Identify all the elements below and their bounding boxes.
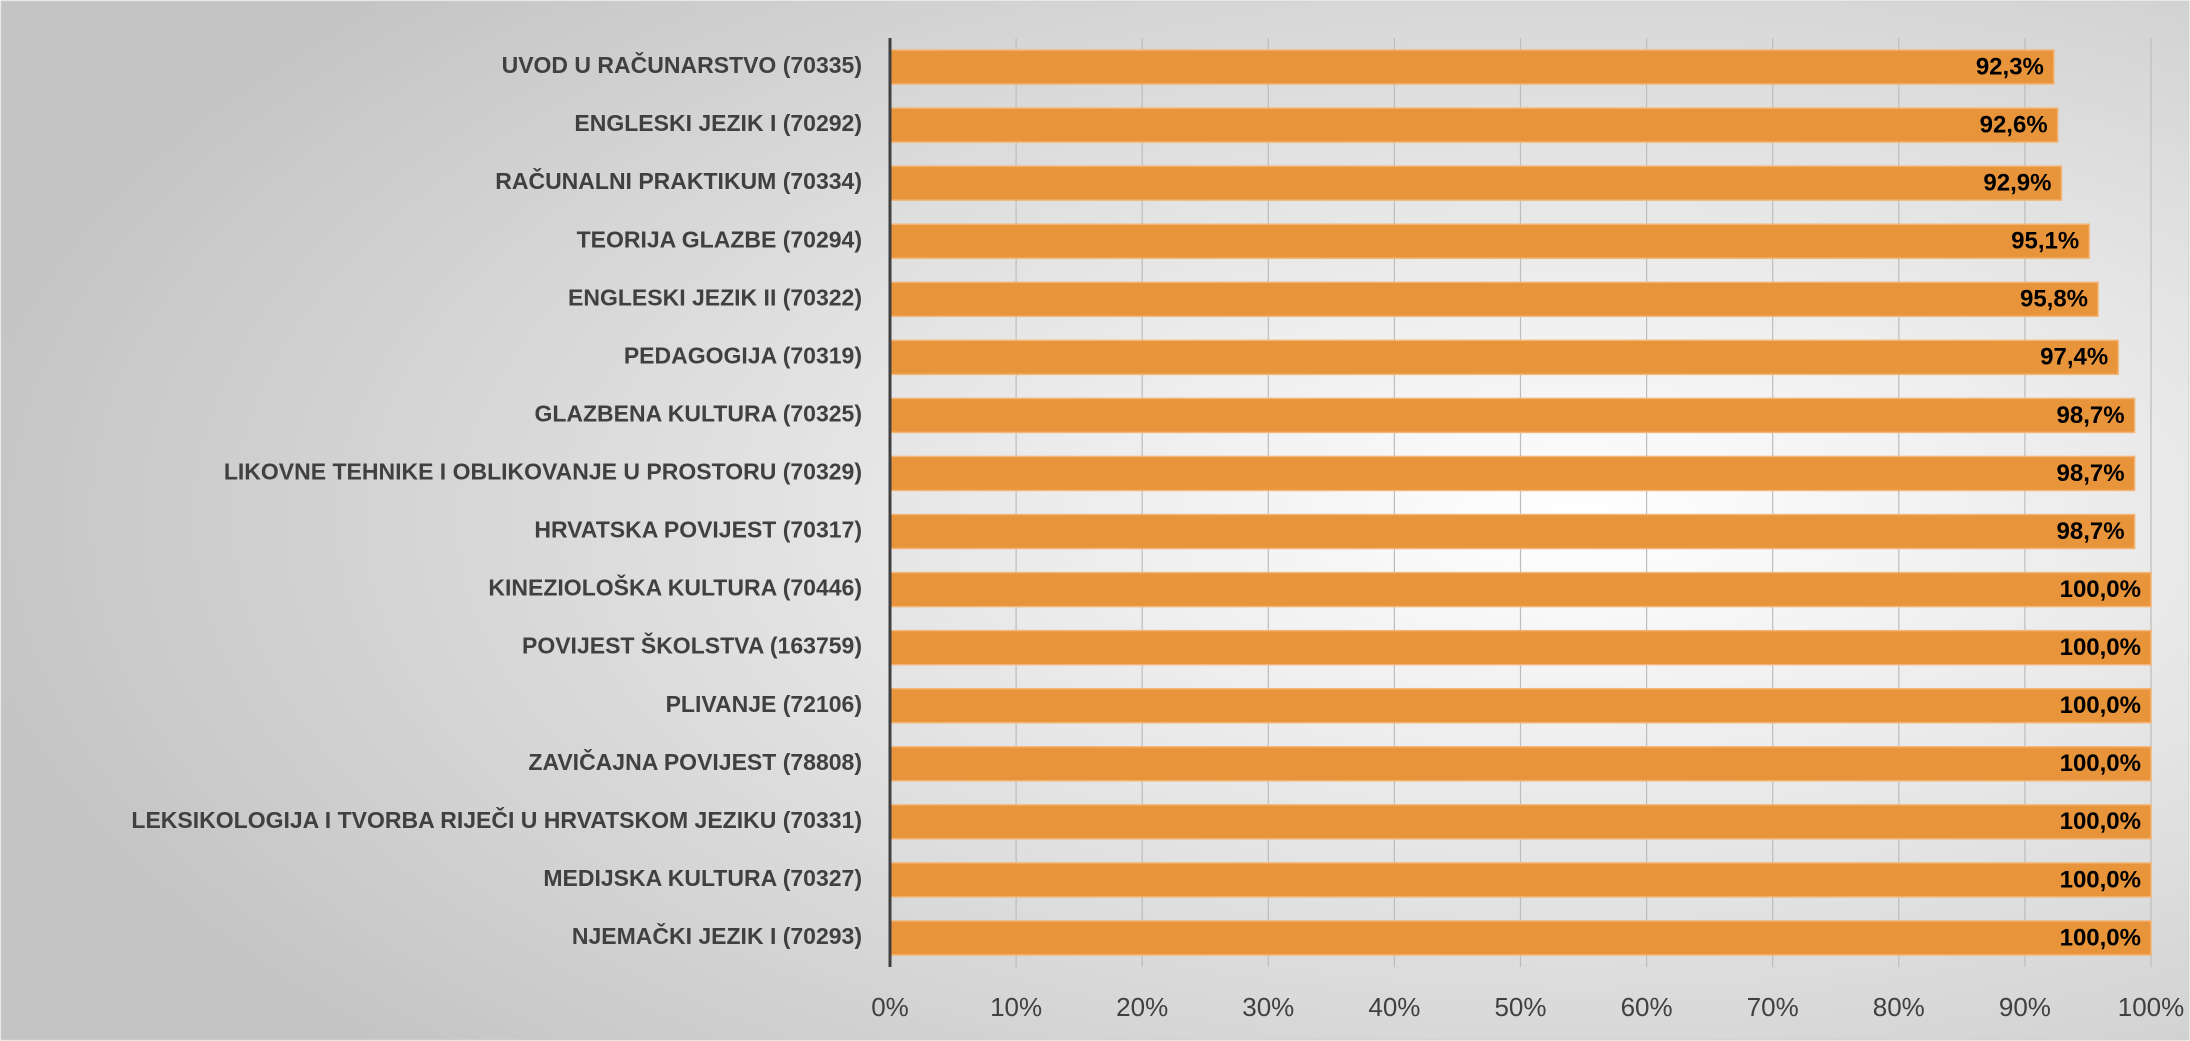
x-tick-label: 60% — [1621, 992, 1673, 1022]
bar — [889, 513, 2136, 550]
data-label: 100,0% — [2060, 576, 2141, 603]
bar — [889, 107, 2059, 143]
y-tick-label: ENGLESKI JEZIK I (70292) — [574, 110, 862, 136]
y-tick-label: GLAZBENA KULTURA (70325) — [534, 400, 862, 426]
bar — [889, 49, 2055, 85]
bar — [889, 281, 2099, 318]
y-tick-label: MEDIJSKA KULTURA (70327) — [543, 865, 862, 891]
data-label: 98,7% — [2057, 460, 2125, 487]
x-tick-label: 50% — [1494, 992, 1546, 1022]
data-label: 100,0% — [2060, 924, 2141, 951]
bar — [889, 455, 2136, 492]
y-tick-label: PEDAGOGIJA (70319) — [624, 342, 862, 368]
y-tick-label: KINEZIOLOŠKA KULTURA (70446) — [488, 574, 862, 601]
bar — [889, 223, 2090, 259]
bar — [889, 920, 2152, 956]
x-tick-label: 0% — [871, 992, 909, 1022]
bar — [889, 629, 2152, 666]
data-label: 92,9% — [1983, 170, 2051, 197]
x-tick-label: 70% — [1747, 992, 1799, 1022]
data-label: 100,0% — [2060, 634, 2141, 661]
data-label: 98,7% — [2057, 402, 2125, 429]
x-tick-label: 30% — [1242, 992, 1294, 1022]
x-tick-label: 10% — [990, 992, 1042, 1022]
x-tick-label: 90% — [1999, 992, 2051, 1022]
data-label: 92,3% — [1976, 53, 2044, 80]
y-tick-label: ZAVIČAJNA POVIJEST (78808) — [528, 748, 862, 775]
bar — [889, 397, 2136, 434]
data-label: 100,0% — [2060, 866, 2141, 893]
data-label: 100,0% — [2060, 750, 2141, 777]
y-tick-label: PLIVANJE (72106) — [666, 691, 862, 717]
bar — [889, 862, 2152, 898]
data-label: 95,1% — [2011, 228, 2079, 255]
data-label: 95,8% — [2020, 286, 2088, 313]
y-tick-label: TEORIJA GLAZBE (70294) — [577, 226, 862, 252]
bar — [889, 746, 2152, 782]
y-tick-label: UVOD U RAČUNARSTVO (70335) — [502, 51, 862, 78]
data-label: 100,0% — [2060, 692, 2141, 719]
data-label: 98,7% — [2057, 518, 2125, 545]
bar — [889, 165, 2063, 201]
data-label: 97,4% — [2040, 344, 2108, 371]
x-tick-label: 80% — [1873, 992, 1925, 1022]
y-tick-label: NJEMAČKI JEZIK I (70293) — [572, 922, 862, 949]
bar — [889, 804, 2152, 840]
y-tick-label: ENGLESKI JEZIK II (70322) — [568, 284, 862, 310]
x-tick-label: 20% — [1116, 992, 1168, 1022]
bar — [889, 687, 2152, 724]
data-label: 92,6% — [1980, 111, 2048, 138]
data-label: 100,0% — [2060, 808, 2141, 835]
y-tick-label: LIKOVNE TEHNIKE I OBLIKOVANJE U PROSTORU… — [224, 459, 862, 485]
y-tick-label: HRVATSKA POVIJEST (70317) — [534, 517, 862, 543]
bar — [889, 571, 2152, 608]
bar — [889, 339, 2119, 376]
y-tick-label: LEKSIKOLOGIJA I TVORBA RIJEČI U HRVATSKO… — [131, 806, 862, 833]
y-tick-label: POVIJEST ŠKOLSTVA (163759) — [522, 632, 862, 659]
x-tick-label: 40% — [1368, 992, 1420, 1022]
y-tick-label: RAČUNALNI PRAKTIKUM (70334) — [495, 167, 862, 194]
x-tick-label: 100% — [2118, 992, 2185, 1022]
